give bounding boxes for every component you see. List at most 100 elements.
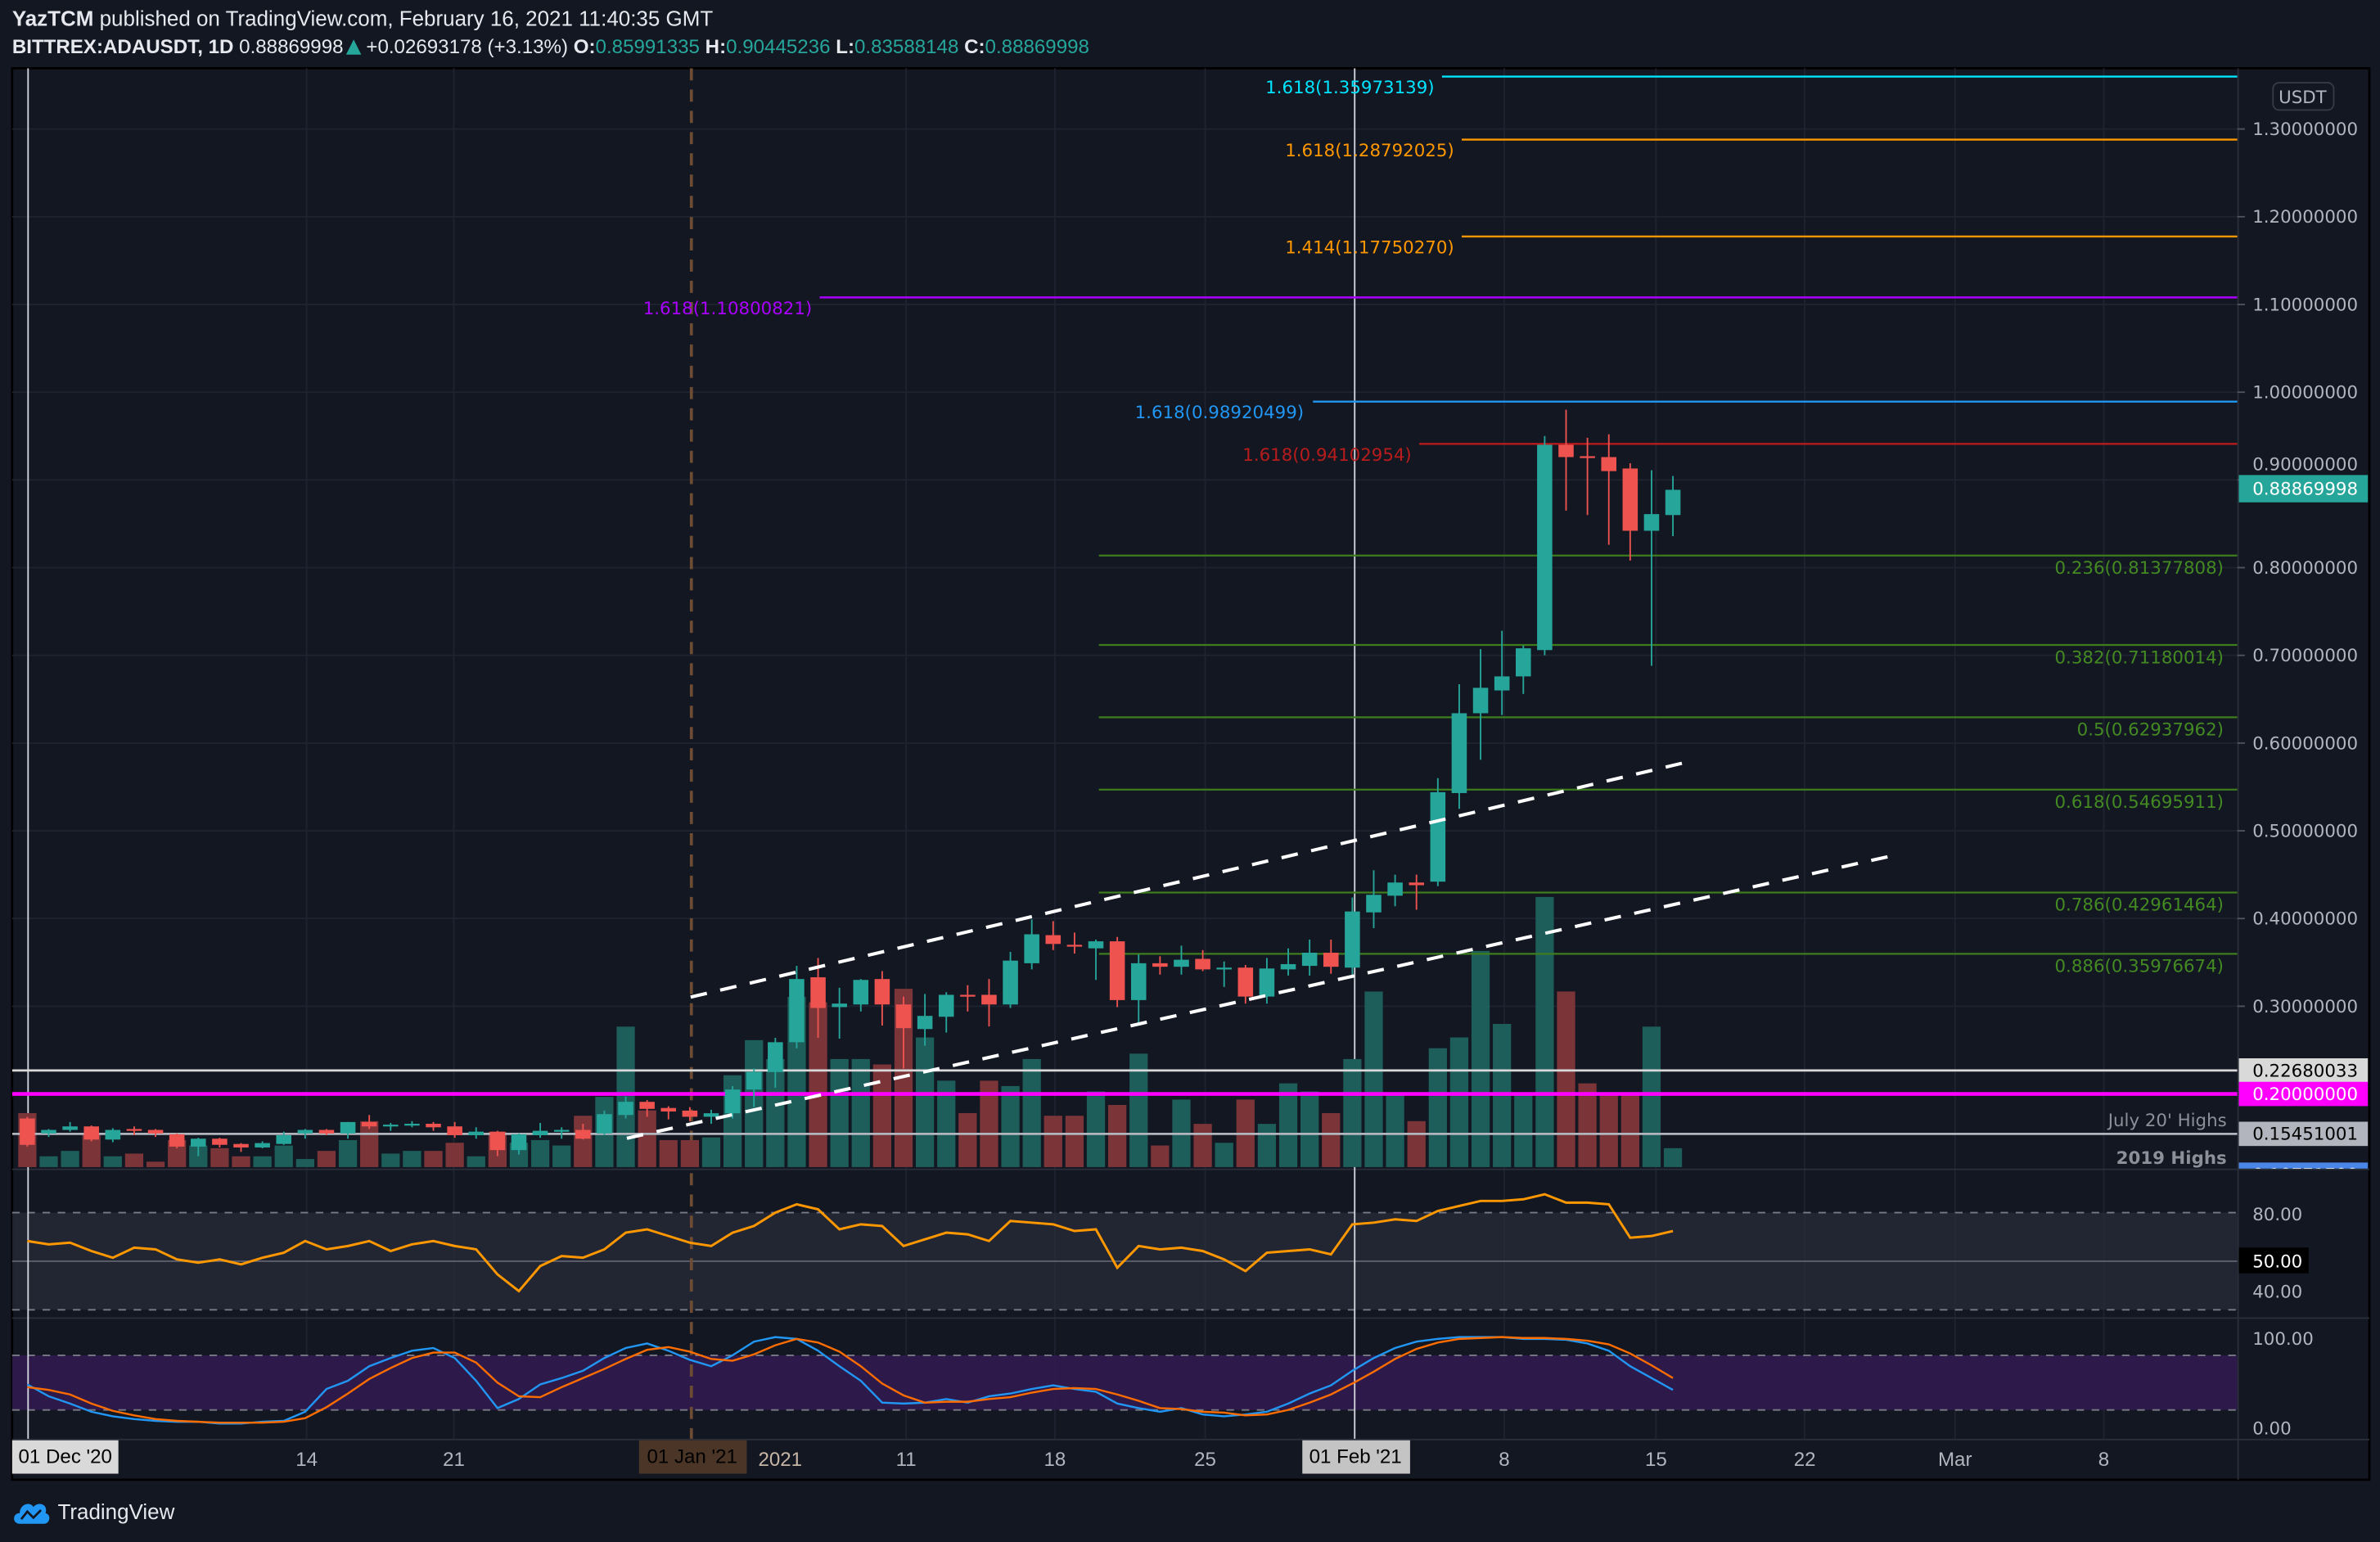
trend-channel[interactable]: [626, 760, 1892, 1140]
volume-bar: [937, 1080, 956, 1167]
candle-body: [895, 1004, 912, 1029]
time-axis[interactable]: 01 Dec '20 14 21 01 Jan '21 2021 11 18 2…: [11, 1440, 2109, 1474]
volume-bar: [851, 1058, 870, 1167]
price-axis-label: 1.30000000: [2252, 119, 2358, 140]
fib-retracement-label: 0.618(0.54695911): [2055, 792, 2224, 813]
volume-bar: [1129, 1053, 1148, 1167]
time-axis-feb-box: [1302, 1440, 1410, 1474]
candle-body: [1472, 688, 1489, 714]
time-label: 11: [896, 1449, 917, 1471]
stoch-axis-upper: 100.00: [2252, 1329, 2314, 1350]
volume-bar: [701, 1137, 721, 1167]
candle-body: [105, 1129, 121, 1140]
volume-bar: [210, 1147, 229, 1167]
volume-bar: [360, 1120, 379, 1167]
candle-body: [404, 1124, 420, 1126]
candle-body: [1451, 713, 1467, 793]
candle-body: [1387, 882, 1403, 896]
price-axis-label: 1.10000000: [2252, 295, 2358, 315]
level-axis-label: [2238, 1081, 2369, 1107]
rsi-pane: [27, 1193, 1674, 1293]
candle-body: [255, 1143, 270, 1147]
candle-body: [1430, 791, 1446, 882]
volume-bar: [1065, 1116, 1084, 1167]
fib-retracement-label: 0.886(0.35976674): [2055, 957, 2224, 977]
candle-body: [682, 1110, 698, 1117]
candle-body: [1323, 953, 1339, 967]
candle-body: [575, 1129, 591, 1139]
candle-body: [618, 1102, 633, 1116]
candle-body: [511, 1134, 527, 1151]
candle-body: [212, 1138, 228, 1145]
time-label: 21: [443, 1449, 465, 1471]
fib-retracement-label: 0.5(0.62937962): [2077, 720, 2224, 741]
high-value: 0.90445236: [726, 34, 831, 58]
candle-body: [191, 1138, 206, 1147]
volume-bar: [168, 1139, 187, 1167]
fib-extension-label: 1.618(0.98920499): [1135, 403, 1304, 423]
level-note: July 20' Highs: [2107, 1111, 2227, 1131]
stoch-rsi-pane: [26, 1336, 1674, 1425]
volume-bar: [638, 1110, 656, 1167]
volume-bar: [1535, 896, 1554, 1167]
volume-bar: [403, 1151, 421, 1167]
volume-bar: [1449, 1037, 1469, 1167]
price-change: +0.02693178 (+3.13%): [366, 34, 569, 58]
price-axis-label: 0.70000000: [2252, 646, 2358, 666]
level-axis-text: 0.20000000: [2252, 1084, 2358, 1105]
volume-bar: [1151, 1145, 1170, 1167]
volume-bar: [1108, 1105, 1127, 1167]
drawing-levels[interactable]: 1.618(1.35973139) 1.618(1.28792025) 1.414(…: [11, 75, 2238, 1135]
candle-body: [1259, 968, 1275, 997]
volume-bar: [1428, 1048, 1447, 1167]
candle-body: [1237, 967, 1254, 997]
level-note-2019-highs: 2019 Highs: [2116, 1148, 2227, 1169]
time-label: Mar: [1938, 1449, 1972, 1471]
volume-bar: [103, 1156, 122, 1167]
candle-body: [62, 1126, 78, 1130]
volume-bar: [1001, 1085, 1020, 1167]
candle-body: [147, 1129, 164, 1134]
candle-body: [276, 1134, 292, 1144]
candle-body: [1643, 514, 1660, 531]
fib-retracement-label: 0.786(0.42961464): [2055, 895, 2224, 916]
author-name[interactable]: YazTCM: [11, 6, 94, 31]
currency-badge[interactable]: [2272, 82, 2335, 111]
fib-extension-label: 1.618(1.35973139): [1265, 78, 1434, 98]
volume-bar: [915, 1037, 935, 1167]
level-axis-text: 0.22680033: [2252, 1061, 2358, 1081]
last-price-axis-text: 0.88869998: [2252, 480, 2358, 500]
volume-bar: [1193, 1124, 1212, 1167]
lower-trendline[interactable]: [626, 854, 1892, 1140]
rsi-axis-upper: 80.00: [2252, 1205, 2302, 1225]
price-axis-label: 1.20000000: [2252, 207, 2358, 228]
fib-extension-label: 1.618(1.10800821): [643, 299, 812, 319]
candle-body: [1537, 444, 1553, 651]
candle-body: [1494, 676, 1510, 691]
volume-bar: [1364, 991, 1383, 1167]
time-label-year: 2021: [758, 1449, 802, 1471]
time-label: 8: [2098, 1449, 2109, 1471]
volume-bar: [1620, 1093, 1639, 1167]
candle-body: [746, 1071, 762, 1090]
currency-label: USDT: [2279, 88, 2328, 108]
volume-bar: [1599, 1093, 1618, 1167]
level-axis-label: [2238, 1058, 2369, 1083]
price-axis[interactable]: 1.30000000 1.20000000 1.10000000 1.00000000…: [2237, 119, 2358, 1017]
volume-bar: [424, 1151, 443, 1167]
candle-body: [318, 1129, 335, 1134]
volume-bar: [338, 1139, 358, 1167]
candle-body: [832, 1003, 847, 1008]
tradingview-logo[interactable]: TradingView: [12, 1498, 174, 1525]
price-axis-label: 1.00000000: [2252, 383, 2358, 404]
stoch-band: [11, 1355, 2238, 1410]
time-axis-year-box: [638, 1440, 747, 1474]
volume-bar: [809, 1002, 827, 1167]
candle-body: [1003, 960, 1018, 1005]
volume-bar: [189, 1145, 208, 1167]
candle-body: [1601, 457, 1617, 471]
candle-body: [981, 994, 997, 1005]
lower-level-axis-label: [2238, 1162, 2369, 1169]
upper-trendline[interactable]: [690, 760, 1688, 999]
